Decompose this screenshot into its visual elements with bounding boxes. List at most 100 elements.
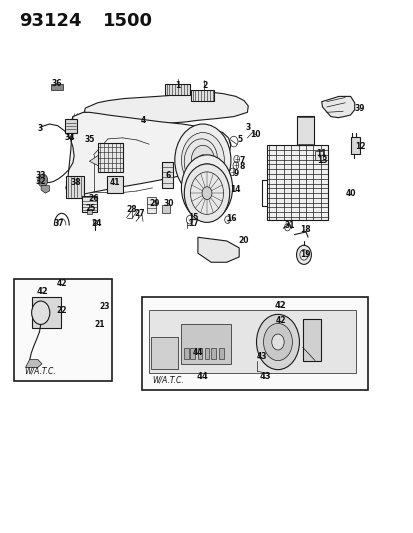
Circle shape — [202, 187, 211, 199]
Circle shape — [191, 146, 214, 175]
Circle shape — [256, 314, 299, 369]
Text: 38: 38 — [70, 178, 81, 187]
Circle shape — [31, 301, 50, 325]
Circle shape — [271, 334, 283, 350]
Text: 40: 40 — [344, 189, 355, 198]
Text: 41: 41 — [110, 178, 120, 187]
Bar — [14, 279, 112, 381]
Text: 23: 23 — [99, 302, 110, 311]
Polygon shape — [89, 152, 103, 168]
Text: 8: 8 — [239, 162, 244, 171]
Bar — [67, 292, 109, 322]
Bar — [161, 163, 173, 188]
Bar — [190, 349, 195, 359]
Bar — [219, 349, 224, 359]
Bar — [142, 297, 367, 390]
Bar — [150, 337, 177, 368]
Text: 6: 6 — [165, 171, 170, 180]
Text: 26: 26 — [88, 194, 99, 203]
Bar — [314, 151, 322, 160]
Bar — [147, 197, 156, 213]
Circle shape — [184, 164, 229, 222]
Text: 1: 1 — [175, 81, 180, 90]
Text: 17: 17 — [188, 220, 199, 229]
Circle shape — [174, 124, 230, 196]
Text: 39: 39 — [354, 103, 364, 112]
Text: 25: 25 — [85, 204, 95, 213]
Circle shape — [38, 174, 47, 187]
Polygon shape — [321, 96, 354, 118]
Text: 19: 19 — [299, 251, 310, 260]
Bar — [82, 196, 97, 212]
Bar — [51, 84, 62, 90]
Text: 43: 43 — [259, 372, 271, 381]
Text: 24: 24 — [91, 220, 102, 229]
Polygon shape — [83, 92, 248, 127]
Text: 42: 42 — [273, 301, 285, 310]
Text: 5: 5 — [237, 135, 242, 144]
Text: 43: 43 — [256, 352, 266, 361]
Text: 36: 36 — [51, 78, 62, 87]
Text: W/A.T.C.: W/A.T.C. — [152, 376, 183, 385]
Bar — [149, 310, 355, 373]
Bar — [97, 143, 123, 172]
Circle shape — [198, 155, 206, 165]
Bar — [296, 116, 313, 146]
Text: 31: 31 — [284, 221, 294, 230]
Bar — [162, 205, 169, 213]
Bar — [93, 220, 97, 223]
Text: 10: 10 — [250, 130, 260, 139]
Text: 34: 34 — [64, 133, 75, 142]
Bar — [204, 349, 209, 359]
Polygon shape — [66, 112, 230, 196]
Bar — [64, 119, 77, 133]
Bar — [302, 319, 320, 361]
Text: 15: 15 — [188, 213, 199, 222]
Bar — [66, 176, 84, 198]
Bar — [183, 349, 188, 359]
Text: 20: 20 — [237, 237, 248, 246]
Text: 28: 28 — [126, 205, 137, 214]
Text: 29: 29 — [149, 199, 159, 208]
Text: 9: 9 — [233, 169, 239, 178]
Text: 4: 4 — [140, 116, 145, 125]
Circle shape — [296, 245, 311, 264]
Bar — [197, 349, 202, 359]
Text: 11: 11 — [316, 149, 326, 158]
Bar — [32, 297, 60, 328]
Text: 44: 44 — [192, 348, 203, 357]
Bar — [350, 137, 359, 154]
Text: 35: 35 — [84, 135, 94, 144]
Text: 3: 3 — [37, 124, 43, 133]
Polygon shape — [41, 185, 49, 193]
Text: 21: 21 — [94, 320, 105, 329]
Text: W/A.T.C.: W/A.T.C. — [24, 367, 56, 376]
Text: 7: 7 — [239, 156, 244, 165]
Text: 32: 32 — [36, 177, 46, 186]
Text: 42: 42 — [36, 287, 48, 296]
Bar — [266, 146, 327, 220]
Text: 1500: 1500 — [103, 12, 153, 30]
Bar — [87, 209, 92, 214]
Text: 27: 27 — [135, 209, 145, 218]
Bar — [191, 90, 214, 101]
Text: 2: 2 — [202, 81, 207, 90]
Text: 22: 22 — [56, 305, 67, 314]
Text: 14: 14 — [229, 185, 240, 194]
Bar — [107, 176, 123, 193]
Text: 37: 37 — [54, 220, 64, 229]
Polygon shape — [71, 112, 89, 127]
Text: 42: 42 — [56, 279, 67, 288]
Bar — [164, 84, 189, 95]
Text: 12: 12 — [354, 142, 365, 151]
Circle shape — [199, 178, 214, 197]
Bar — [57, 295, 67, 312]
Text: 30: 30 — [164, 199, 174, 208]
Text: 42: 42 — [275, 316, 286, 325]
Polygon shape — [25, 360, 42, 368]
Text: 93124: 93124 — [19, 12, 81, 30]
Bar — [180, 325, 230, 365]
Bar — [211, 349, 216, 359]
Text: 18: 18 — [299, 225, 310, 234]
Text: 44: 44 — [197, 372, 208, 381]
